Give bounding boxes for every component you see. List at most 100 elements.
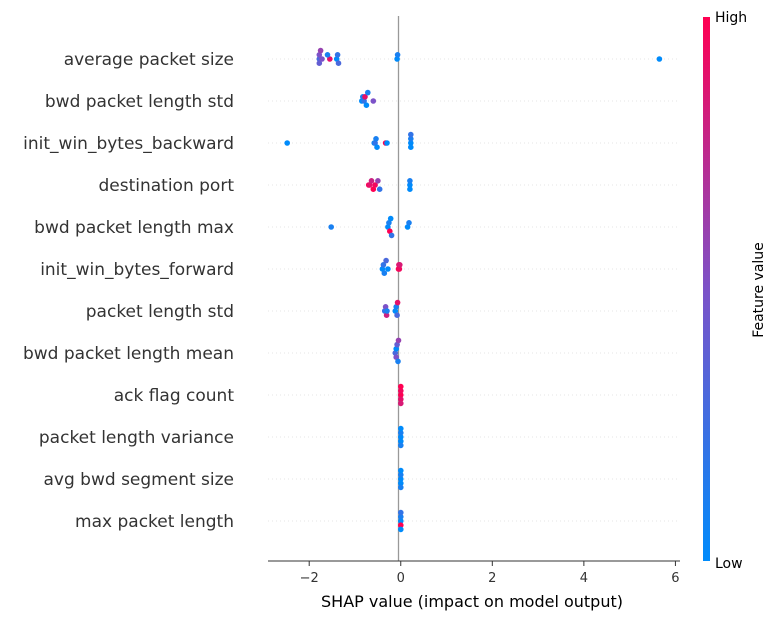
- feature-label: packet length variance: [39, 428, 234, 448]
- shap-point: [335, 60, 342, 66]
- shap-point: [383, 257, 389, 264]
- shap-point: [396, 266, 403, 272]
- shap-point: [382, 304, 389, 310]
- shap-point: [398, 526, 404, 533]
- shap-point: [375, 178, 381, 184]
- shap-point: [398, 484, 404, 491]
- shap-point: [370, 98, 377, 104]
- shap-point: [392, 350, 399, 356]
- shap-point: [372, 182, 378, 188]
- shap-point: [394, 312, 400, 319]
- feature-label: average packet size: [64, 50, 234, 70]
- shap-point: [384, 140, 390, 146]
- shap-point: [398, 434, 404, 440]
- shap-point: [398, 518, 404, 524]
- shap-point: [398, 388, 404, 394]
- shap-point: [368, 178, 375, 184]
- shap-point: [386, 220, 392, 226]
- shap-point: [408, 131, 414, 138]
- shap-point: [392, 308, 399, 314]
- shap-point: [398, 472, 404, 478]
- feature-label: ack flag count: [114, 386, 235, 406]
- feature-label: bwd packet length std: [45, 92, 234, 112]
- x-tick-label: 4: [580, 571, 588, 586]
- feature-label: destination port: [98, 176, 234, 196]
- shap-point: [398, 509, 404, 516]
- shap-point: [370, 186, 377, 192]
- colorbar: High Low Feature value: [703, 10, 767, 572]
- shap-point: [404, 224, 411, 230]
- shap-points: [284, 47, 663, 533]
- x-tick-label: 2: [488, 571, 496, 586]
- shap-point: [366, 182, 373, 188]
- shap-point: [393, 304, 400, 310]
- shap-point: [398, 480, 404, 487]
- shap-point: [406, 220, 412, 226]
- shap-point: [407, 182, 413, 188]
- shap-point: [394, 341, 400, 348]
- shap-point: [362, 94, 368, 100]
- shap-point: [361, 98, 367, 104]
- shap-point: [381, 270, 388, 277]
- shap-point: [407, 186, 413, 192]
- shap-point: [398, 476, 404, 482]
- x-tick-label: −2: [300, 571, 319, 586]
- shap-point: [384, 308, 390, 314]
- row-guides: [268, 58, 680, 522]
- shap-point: [376, 186, 383, 192]
- shap-point: [379, 266, 386, 272]
- shap-point: [394, 299, 401, 306]
- shap-point: [333, 56, 340, 62]
- x-tick-label: 6: [671, 571, 679, 586]
- shap-point: [383, 312, 390, 319]
- colorbar-low-label: Low: [715, 556, 743, 572]
- x-axis: −2 0 2 4 6: [268, 560, 680, 586]
- colorbar-high-label: High: [715, 10, 747, 26]
- colorbar-title: Feature value: [751, 242, 767, 338]
- shap-point: [324, 52, 331, 58]
- shap-point: [398, 396, 404, 403]
- shap-point: [387, 228, 393, 234]
- shap-point: [385, 224, 391, 230]
- x-tick-label: 0: [397, 571, 405, 586]
- shap-point: [284, 140, 291, 146]
- shap-point: [372, 140, 378, 146]
- feature-label: max packet length: [75, 512, 234, 532]
- shap-point: [398, 430, 404, 436]
- shap-point: [408, 140, 414, 146]
- x-axis-title: SHAP value (impact on model output): [321, 592, 623, 611]
- shap-point: [334, 52, 341, 58]
- feature-label: init_win_bytes_forward: [40, 260, 234, 280]
- shap-point: [380, 262, 387, 268]
- shap-point: [398, 438, 404, 445]
- feature-label: packet length std: [86, 302, 234, 322]
- shap-point: [398, 400, 404, 407]
- shap-point: [398, 514, 404, 520]
- shap-point: [395, 337, 402, 344]
- shap-point: [408, 136, 414, 142]
- shap-point: [398, 522, 404, 528]
- shap-point: [319, 56, 325, 62]
- feature-label: bwd packet length mean: [23, 344, 234, 364]
- shap-point: [656, 56, 663, 62]
- shap-point: [398, 383, 404, 390]
- shap-point: [394, 56, 400, 62]
- shap-point: [398, 392, 404, 398]
- feature-label: init_win_bytes_backward: [23, 134, 234, 154]
- shap-point: [365, 89, 371, 96]
- shap-point: [316, 60, 323, 66]
- feature-label: bwd packet length max: [34, 218, 234, 238]
- shap-point: [387, 215, 394, 222]
- shap-point: [328, 224, 335, 230]
- colorbar-gradient: [703, 17, 710, 561]
- feature-label: avg bwd segment size: [44, 470, 235, 490]
- shap-point: [385, 266, 391, 272]
- shap-point: [316, 52, 323, 58]
- shap-point: [373, 136, 379, 142]
- shap-point: [395, 358, 401, 365]
- shap-point: [397, 262, 403, 268]
- shap-point: [327, 56, 333, 62]
- shap-point: [398, 442, 404, 449]
- shap-point: [407, 178, 413, 184]
- shap-point: [408, 144, 414, 150]
